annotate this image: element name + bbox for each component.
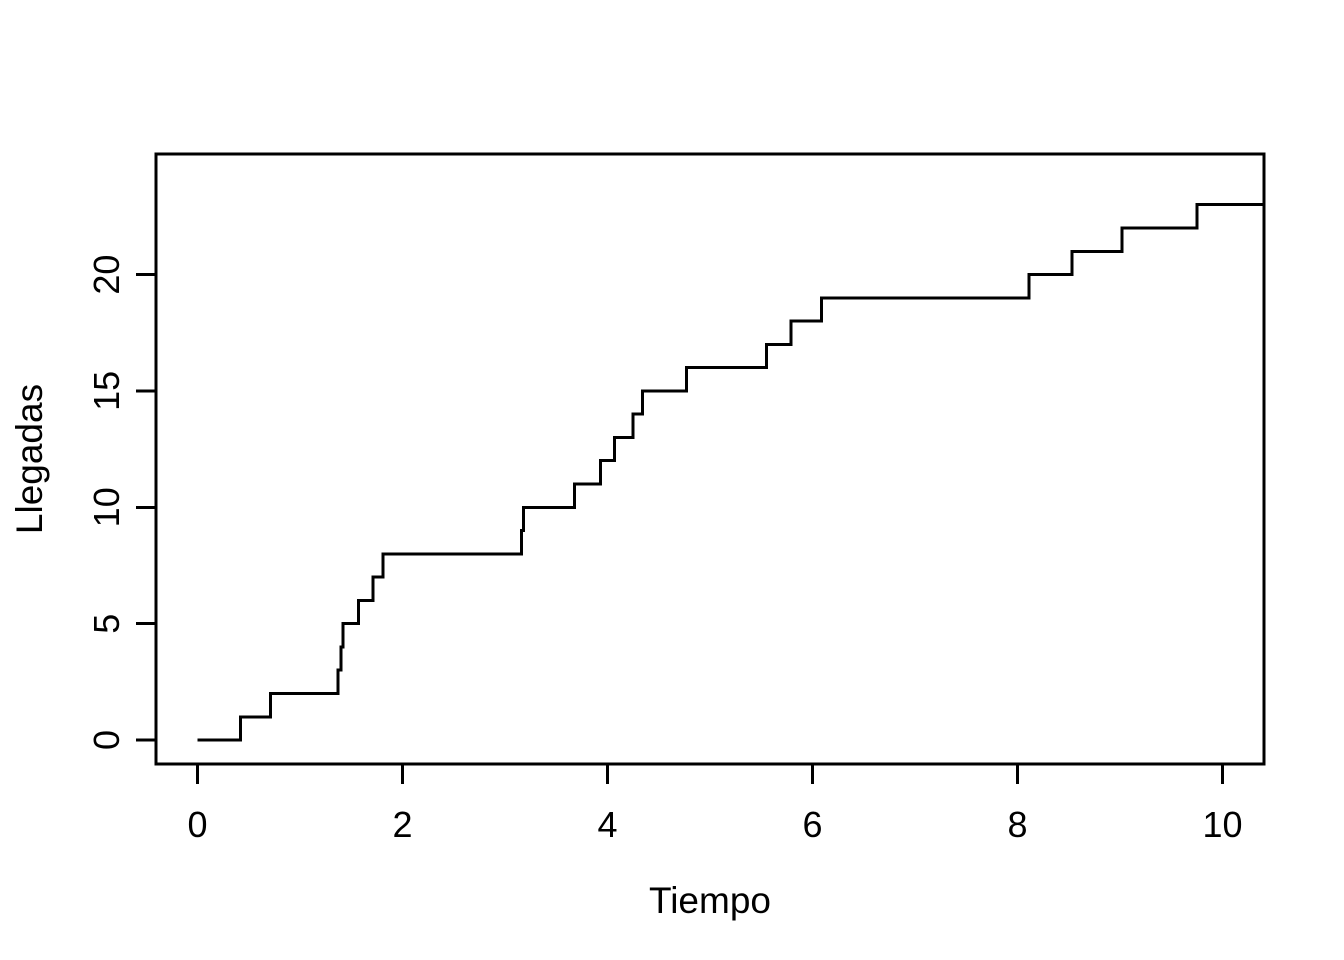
y-tick-label: 20 bbox=[86, 255, 127, 295]
y-axis: 0 5 10 15 20 bbox=[86, 255, 156, 750]
x-tick-label: 8 bbox=[1007, 804, 1027, 845]
x-tick-label: 4 bbox=[597, 804, 617, 845]
y-tick-label: 0 bbox=[86, 730, 127, 750]
x-axis: 0 2 4 6 8 10 bbox=[187, 764, 1243, 845]
y-axis-title: Llegadas bbox=[9, 384, 50, 534]
x-tick-label: 6 bbox=[802, 804, 822, 845]
y-tick-label: 10 bbox=[86, 487, 127, 527]
y-tick-label: 5 bbox=[86, 614, 127, 634]
x-tick-label: 10 bbox=[1202, 804, 1242, 845]
x-tick-label: 0 bbox=[187, 804, 207, 845]
y-tick-label: 15 bbox=[86, 371, 127, 411]
x-axis-title: Tiempo bbox=[649, 880, 771, 921]
plot-border bbox=[154, 152, 1266, 766]
step-line bbox=[197, 203, 1264, 742]
x-tick-label: 2 bbox=[392, 804, 412, 845]
